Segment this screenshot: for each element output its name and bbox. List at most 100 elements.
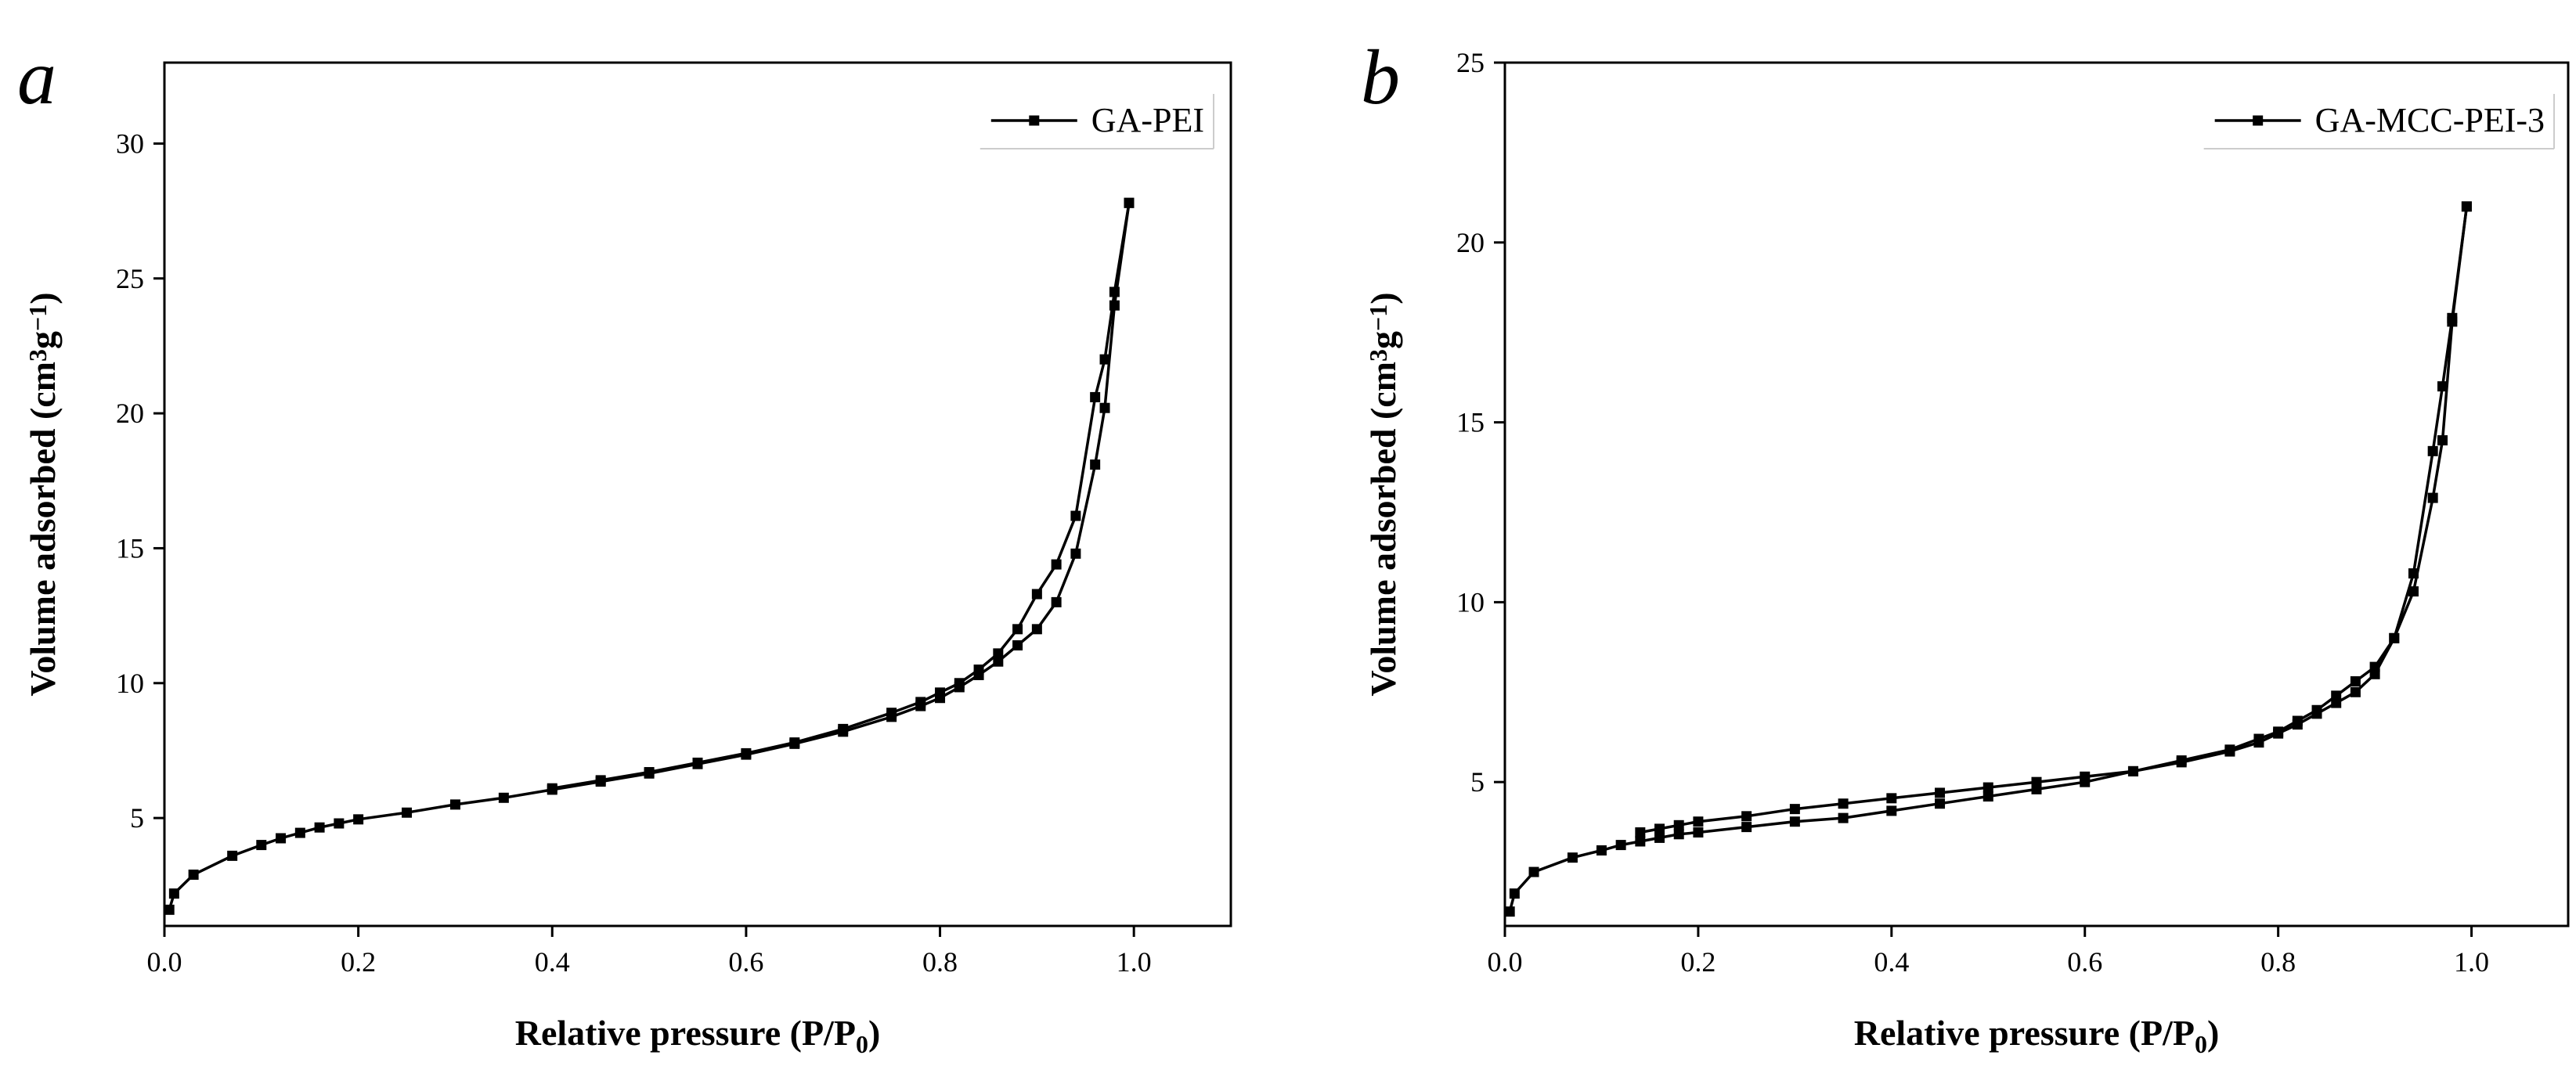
data-point-desorption bbox=[644, 767, 655, 778]
data-point-desorption bbox=[2437, 381, 2448, 392]
panel-label: a bbox=[17, 34, 56, 121]
data-point-desorption bbox=[2224, 746, 2235, 757]
data-point-adsorption bbox=[1090, 459, 1101, 470]
x-tick-label: 0.4 bbox=[535, 946, 570, 978]
x-tick-label: 1.0 bbox=[2454, 946, 2489, 978]
chart-panel-b: b 0.0 0.2 0.4 0.6 0.8 1.0 5 10 15 20 25 Relative pre… bbox=[1361, 34, 2570, 1058]
data-point-adsorption bbox=[353, 814, 364, 825]
y-axis-title-main: Volume adsorbed (cm bbox=[23, 362, 63, 697]
data-point-adsorption bbox=[314, 822, 325, 833]
x-tick-label: 0.6 bbox=[728, 946, 763, 978]
y-axis-title-superscript: −1 bbox=[23, 304, 52, 331]
data-point-adsorption bbox=[276, 833, 287, 844]
y-tick-label: 5 bbox=[130, 802, 144, 834]
data-point-desorption bbox=[1070, 510, 1081, 521]
data-point-adsorption bbox=[294, 827, 305, 838]
data-point-desorption bbox=[2350, 686, 2361, 697]
y-axis-title: Volume adsorbed (cm3g−1) bbox=[1363, 292, 1403, 696]
data-point-desorption bbox=[838, 723, 849, 734]
legend-marker bbox=[1029, 115, 1040, 126]
x-tick-label: 0.2 bbox=[1680, 946, 1716, 978]
legend-label: GA-MCC-PEI-3 bbox=[2315, 101, 2545, 139]
x-tick-label: 0.6 bbox=[2067, 946, 2102, 978]
data-point-desorption bbox=[2292, 719, 2303, 730]
legend-marker bbox=[2253, 115, 2264, 126]
data-point-desorption bbox=[595, 775, 606, 786]
y-tick-label: 15 bbox=[116, 532, 144, 564]
data-point-desorption bbox=[2447, 312, 2458, 323]
x-tick-label: 0.4 bbox=[1874, 946, 1909, 978]
x-tick-label: 0.0 bbox=[147, 946, 182, 978]
data-point-desorption bbox=[2389, 632, 2400, 643]
data-point-desorption bbox=[1886, 793, 1897, 804]
x-axis-title-main: Relative pressure (P/P bbox=[1854, 1013, 2195, 1053]
y-axis-title-superscript: 3 bbox=[1364, 349, 1392, 362]
data-point-adsorption bbox=[2408, 586, 2419, 597]
data-point-adsorption bbox=[2427, 492, 2438, 503]
data-point-adsorption bbox=[1051, 596, 1062, 607]
x-axis-title: Relative pressure (P/P0) bbox=[1854, 1013, 2220, 1058]
data-point-desorption bbox=[1693, 816, 1704, 827]
y-axis-title-superscript: 3 bbox=[23, 349, 52, 362]
data-point-desorption bbox=[1099, 354, 1110, 365]
data-point-desorption bbox=[692, 757, 703, 768]
data-point-desorption bbox=[2176, 757, 2187, 768]
data-point-adsorption bbox=[1099, 402, 1110, 413]
data-point-desorption bbox=[2427, 445, 2438, 456]
data-point-desorption bbox=[1109, 286, 1120, 297]
data-point-adsorption bbox=[1596, 845, 1607, 855]
data-point-adsorption bbox=[188, 870, 199, 881]
data-point-adsorption bbox=[1983, 791, 1993, 802]
data-point-adsorption bbox=[1528, 866, 1539, 877]
data-point-adsorption bbox=[1741, 822, 1752, 833]
y-tick-label: 15 bbox=[1456, 407, 1485, 438]
data-point-desorption bbox=[1090, 391, 1101, 402]
data-point-adsorption bbox=[402, 807, 413, 818]
plot-frame bbox=[1503, 61, 2570, 928]
data-point-desorption bbox=[2331, 697, 2342, 708]
data-point-adsorption bbox=[1789, 816, 1800, 827]
data-point-desorption bbox=[2031, 776, 2042, 787]
data-point-adsorption bbox=[2350, 675, 2361, 686]
data-point-adsorption bbox=[1615, 840, 1626, 851]
y-tick-label: 20 bbox=[116, 398, 144, 429]
x-tick-label: 0.0 bbox=[1488, 946, 1523, 978]
data-point-desorption bbox=[789, 737, 800, 748]
x-axis-title-main: Relative pressure (P/P bbox=[515, 1013, 856, 1053]
data-point-desorption bbox=[1673, 819, 1684, 830]
x-tick-label: 1.0 bbox=[1117, 946, 1152, 978]
data-point-adsorption bbox=[1654, 832, 1665, 843]
series-line-desorption bbox=[1640, 206, 2469, 834]
y-axis-title-close: ) bbox=[1363, 292, 1403, 304]
data-point-desorption bbox=[1012, 624, 1023, 635]
data-point-adsorption bbox=[1504, 906, 1515, 917]
data-point-desorption bbox=[1789, 804, 1800, 815]
x-axis-title-subscript: 0 bbox=[856, 1030, 868, 1058]
data-point-desorption bbox=[2311, 708, 2322, 719]
y-tick-label: 10 bbox=[1456, 586, 1485, 618]
y-axis-title-unit: g bbox=[23, 331, 63, 349]
x-tick-label: 0.8 bbox=[2260, 946, 2296, 978]
data-point-desorption bbox=[2369, 668, 2380, 679]
y-axis-title-main: Volume adsorbed (cm bbox=[1363, 362, 1403, 697]
data-point-desorption bbox=[2253, 737, 2264, 748]
data-point-desorption bbox=[1741, 811, 1752, 822]
data-point-desorption bbox=[1935, 787, 1946, 798]
data-point-desorption bbox=[1031, 589, 1042, 600]
y-axis-title-unit: g bbox=[1363, 331, 1403, 349]
data-point-adsorption bbox=[993, 656, 1004, 667]
series-line-desorption bbox=[552, 202, 1131, 790]
y-tick-label: 20 bbox=[1456, 227, 1485, 258]
data-point-adsorption bbox=[1673, 829, 1684, 840]
data-point-adsorption bbox=[1031, 624, 1042, 635]
data-point-adsorption bbox=[1935, 798, 1946, 809]
panel-label: b bbox=[1361, 34, 1400, 121]
y-axis-title-close: ) bbox=[23, 292, 63, 304]
data-point-adsorption bbox=[2437, 435, 2448, 446]
data-point-desorption bbox=[886, 708, 897, 719]
plot-frame bbox=[163, 61, 1232, 928]
data-point-desorption bbox=[1124, 197, 1135, 208]
y-tick-label: 30 bbox=[116, 128, 144, 159]
